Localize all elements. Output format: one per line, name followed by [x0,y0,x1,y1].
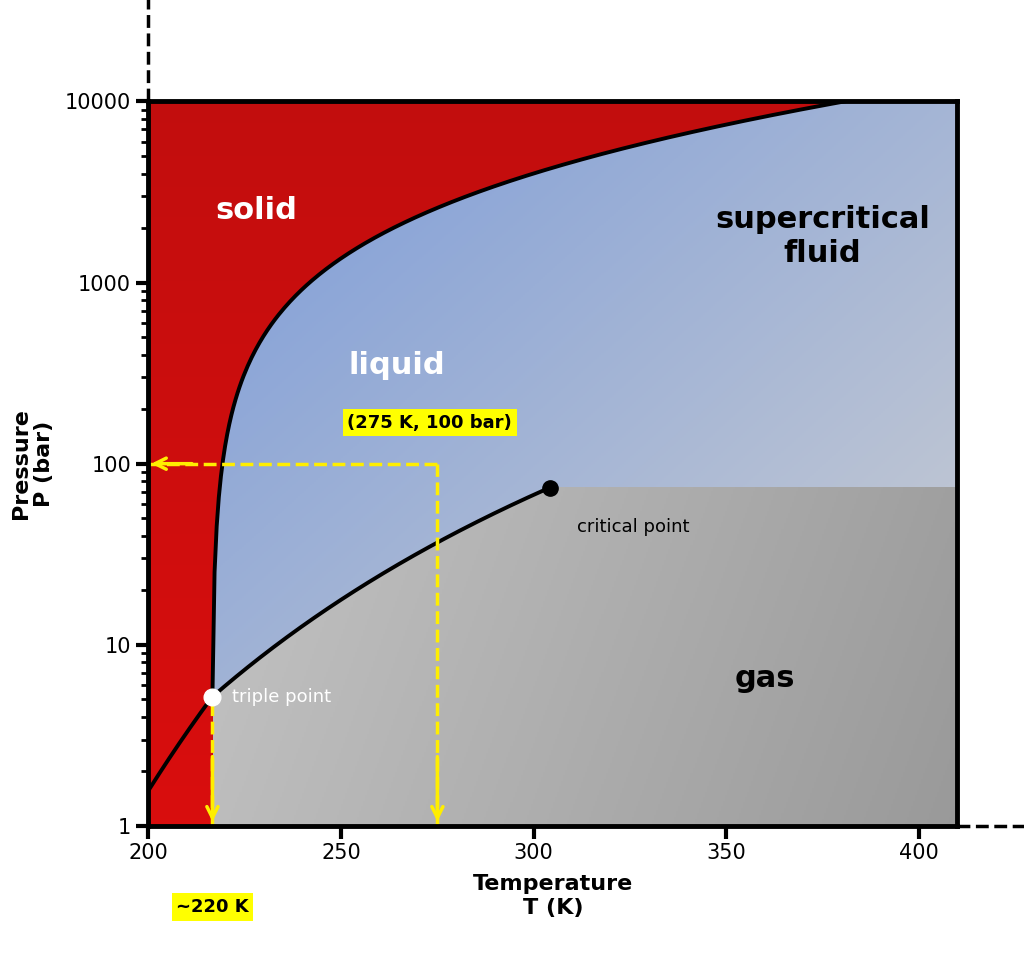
Y-axis label: Pressure
P (bar): Pressure P (bar) [10,409,53,519]
Text: (275 K, 100 bar): (275 K, 100 bar) [347,413,512,432]
Text: triple point: triple point [231,688,331,705]
Text: critical point: critical point [577,518,689,536]
Text: liquid: liquid [349,351,445,380]
Text: gas: gas [734,665,795,694]
Text: solid: solid [215,196,297,225]
Text: ~220 K: ~220 K [176,898,249,916]
Text: supercritical
fluid: supercritical fluid [715,205,930,268]
X-axis label: Temperature
T (K): Temperature T (K) [473,874,633,918]
